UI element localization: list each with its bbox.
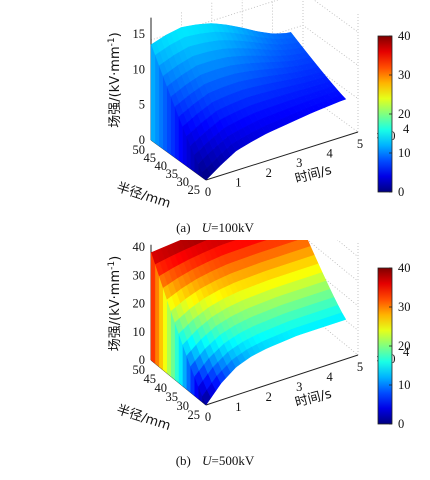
surface-patch <box>336 94 347 102</box>
grid-line <box>150 240 359 263</box>
colorbar-tick-label: 10 <box>398 378 411 392</box>
z-axis-label: 场强/(kV·mm-1) <box>107 256 123 351</box>
colorbar: 0 10 20 30 40 <box>377 29 411 199</box>
colorbar-tick-label: 0 <box>398 417 404 431</box>
surface-side-patch <box>158 276 164 371</box>
x-tick-label: 3 <box>296 156 302 170</box>
z-tick-label: 20 <box>133 297 146 311</box>
panel-b: 012345504540353025010203040时间/s×104半径/mm… <box>0 240 430 480</box>
surface-plot-a: 012345504540353025051015时间/s×104半径/mm场强/… <box>107 0 411 212</box>
x-multiplier-exp: 4 <box>403 122 410 136</box>
y-tick-label: 30 <box>177 175 190 189</box>
surface-side-patch <box>174 106 179 161</box>
caption-a-value: 100kV <box>218 220 254 235</box>
x-tick-label: 2 <box>266 390 272 404</box>
surface-side-patch <box>174 322 179 384</box>
y-tick-label: 30 <box>177 399 190 413</box>
surface-side-patch <box>170 96 175 158</box>
surface-side-patch <box>150 252 156 364</box>
x-axis-line <box>205 354 359 406</box>
caption-b-value: 500kV <box>218 453 255 468</box>
surface-side-patch <box>154 55 160 147</box>
y-tick-label: 40 <box>155 381 168 395</box>
surface-side-patch <box>162 288 167 374</box>
surface-side-patch <box>162 76 167 152</box>
colorbar-tick-label: 30 <box>398 300 411 314</box>
z-tick-label: 0 <box>139 133 145 147</box>
colorbar-tick-label: 0 <box>398 185 404 199</box>
surface-side-patch <box>158 65 164 150</box>
grid-line <box>150 260 359 312</box>
y-tick-label: 50 <box>133 363 146 377</box>
colorbar-tick-label: 30 <box>398 68 411 82</box>
z-tick-label: 10 <box>133 62 146 76</box>
surface-side-patch <box>150 44 156 144</box>
x-tick-label: 1 <box>235 175 241 189</box>
surface-side-patch <box>166 86 171 155</box>
y-tick-label: 50 <box>133 143 146 157</box>
colorbar-tick-label: 40 <box>398 29 411 43</box>
grid-line <box>150 0 359 41</box>
z-tick-label: 30 <box>133 268 146 282</box>
z-axis-label: 场强/(kV·mm-1) <box>107 32 123 127</box>
y-tick-label: 25 <box>188 408 201 422</box>
colorbar-tick-label: 20 <box>398 107 411 121</box>
panel-a: 012345504540353025051015时间/s×104半径/mm场强/… <box>107 0 411 235</box>
y-tick-label: 40 <box>155 159 168 173</box>
grid-line <box>150 309 359 361</box>
y-axis-label: 半径/mm <box>115 180 173 211</box>
x-tick-label: 3 <box>296 380 302 394</box>
y-axis-label: 半径/mm <box>115 403 173 434</box>
y-tick-label: 25 <box>188 183 201 197</box>
colorbar-tick-label: 40 <box>398 261 411 275</box>
y-tick-label: 45 <box>144 372 157 386</box>
caption-b-variable: U <box>202 453 212 468</box>
surface <box>150 23 347 181</box>
z-tick-label: 10 <box>133 325 146 339</box>
caption-a: (a) U=100kV <box>176 220 254 235</box>
x-tick-label: 4 <box>326 370 333 384</box>
colorbar-tick-label: 20 <box>398 339 411 353</box>
caption-a-label: (a) <box>176 220 191 235</box>
x-tick-label: 0 <box>205 185 211 199</box>
colorbar: 0 10 20 30 40 <box>377 261 411 431</box>
x-tick-label: 0 <box>205 410 211 424</box>
x-tick-label: 5 <box>357 137 363 151</box>
x-tick-label: 4 <box>326 147 333 161</box>
surface-patch <box>336 312 347 322</box>
caption-b: (b) U=500kV <box>175 453 255 468</box>
y-tick-label: 35 <box>166 167 179 181</box>
colorbar-tick-label: 10 <box>398 146 411 160</box>
x-tick-label: 1 <box>235 400 241 414</box>
z-tick-label: 0 <box>139 353 145 367</box>
caption-a-variable: U <box>201 220 212 235</box>
surface-side-patch <box>170 311 175 380</box>
z-tick-label: 15 <box>133 27 146 41</box>
surface-plot-b: 012345504540353025010203040时间/s×104半径/mm… <box>107 240 411 434</box>
surface <box>150 240 347 406</box>
z-tick-label: 40 <box>133 240 146 254</box>
y-tick-label: 35 <box>166 390 179 404</box>
x-tick-label: 2 <box>266 166 272 180</box>
y-tick-label: 45 <box>144 151 157 165</box>
x-axis-line <box>205 131 359 181</box>
x-tick-label: 5 <box>357 360 363 374</box>
caption-b-label: (b) <box>175 453 191 468</box>
grid-line <box>150 240 359 287</box>
z-tick-label: 5 <box>139 98 145 112</box>
surface-side-patch <box>166 299 171 377</box>
x-multiplier-exp: 4 <box>403 345 410 359</box>
surface-side-patch <box>154 264 160 367</box>
